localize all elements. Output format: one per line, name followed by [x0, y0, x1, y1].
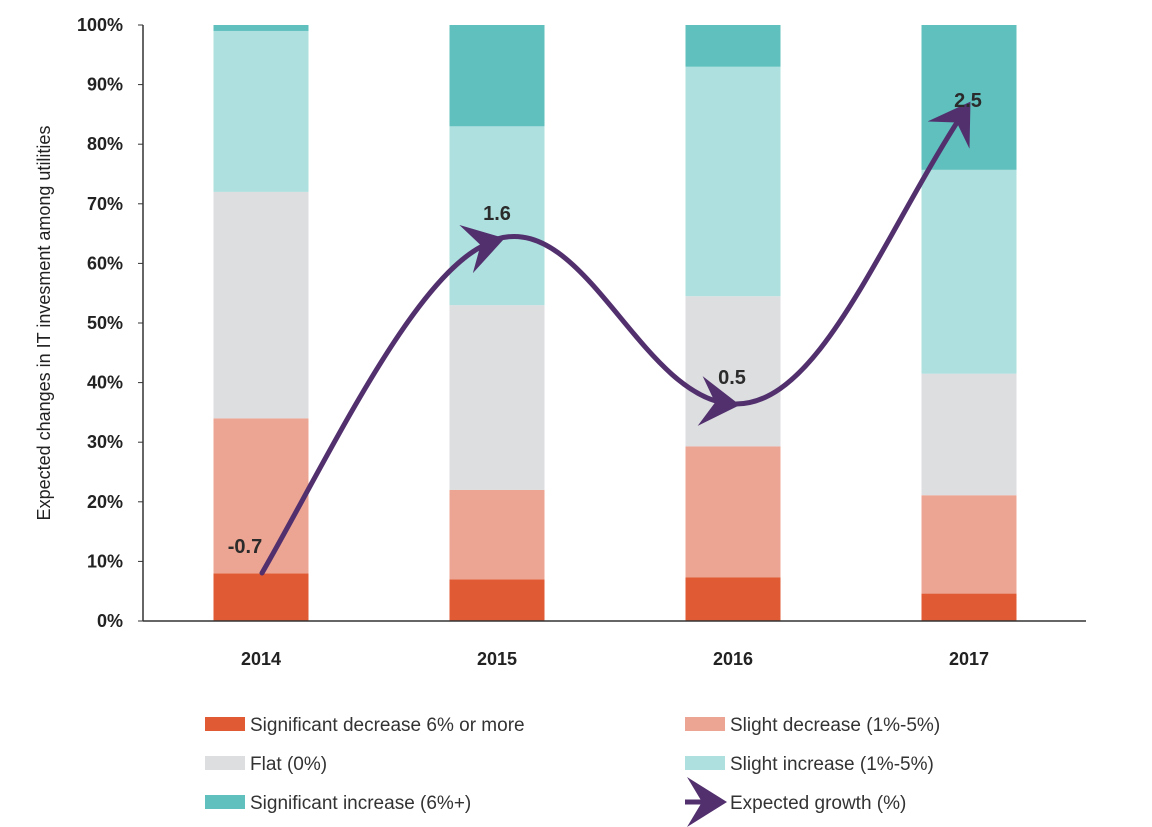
legend-item-2: Slight decrease (1%-5%): [685, 715, 940, 736]
legend-label: Flat (0%): [250, 754, 327, 775]
legend-label: Significant decrease 6% or more: [250, 715, 525, 736]
bar-segment-2014-0: [213, 573, 309, 621]
bar-segment-2017-0: [921, 593, 1017, 621]
bar-segment-2015-0: [449, 579, 545, 621]
growth-arrow-segment-3: [733, 101, 971, 407]
legend-swatch: [205, 717, 245, 731]
legend-item-1: Significant decrease 6% or more: [205, 715, 525, 736]
bar-segment-2014-1: [213, 418, 309, 574]
bar-segment-2017-1: [921, 495, 1017, 594]
legend-item-3: Flat (0%): [205, 754, 327, 775]
legend-swatch: [205, 756, 245, 770]
x-category-label: 2014: [241, 649, 281, 669]
y-tick-label: 70%: [87, 194, 123, 214]
legend-swatch: [685, 756, 725, 770]
growth-value-label-2014: -0.7: [228, 536, 262, 558]
bar-segment-2017-2: [921, 373, 1017, 496]
bar-segment-2014-3: [213, 30, 309, 192]
bar-segment-2015-4: [449, 25, 545, 127]
growth-arrow-segment-2: [494, 234, 740, 426]
legend-label: Slight decrease (1%-5%): [730, 715, 940, 736]
y-tick-label: 100%: [77, 15, 123, 35]
bar-segment-2016-3: [685, 66, 781, 297]
growth-value-label-2017: 2.5: [954, 90, 982, 112]
legend-item-6: Expected growth (%): [685, 777, 906, 827]
legend-label: Slight increase (1%-5%): [730, 754, 934, 775]
growth-layer: -0.7 1.6 0.5 2.5: [228, 90, 982, 576]
axes-layer: 0% 10% 20% 30% 40% 50% 60% 70% 80% 90% 100% 2014 201…: [34, 15, 1086, 669]
bar-segment-2015-1: [449, 489, 545, 580]
bar-segment-2017-3: [921, 169, 1017, 374]
legend-label: Expected growth (%): [730, 793, 906, 814]
x-category-label: 2017: [949, 649, 989, 669]
bar-segment-2016-4: [685, 25, 781, 67]
y-tick-label: 90%: [87, 75, 123, 95]
bar-segment-2015-3: [449, 126, 545, 306]
bar-segment-2015-2: [449, 305, 545, 490]
y-tick-label: 40%: [87, 373, 123, 393]
y-tick-label: 50%: [87, 313, 123, 333]
legend-swatch: [685, 717, 725, 731]
growth-value-label-2016: 0.5: [718, 367, 746, 389]
legend-swatch: [205, 795, 245, 809]
growth-arrow-segment-1: [259, 225, 505, 576]
legend-item-5: Significant increase (6%+): [205, 793, 471, 814]
bar-segment-2016-0: [685, 577, 781, 621]
y-tick-label: 30%: [87, 432, 123, 452]
y-tick-label: 0%: [97, 611, 123, 631]
y-tick-label: 60%: [87, 253, 123, 273]
bars-layer: [213, 25, 1017, 621]
x-category-label: 2016: [713, 649, 753, 669]
x-category-label: 2015: [477, 649, 517, 669]
bar-segment-2014-2: [213, 191, 309, 419]
growth-value-label-2015: 1.6: [483, 203, 511, 225]
y-tick-label: 80%: [87, 134, 123, 154]
bar-segment-2014-4: [213, 25, 309, 31]
y-tick-label: 10%: [87, 551, 123, 571]
bar-segment-2016-1: [685, 446, 781, 578]
legend: Significant decrease 6% or more Slight de…: [205, 715, 940, 827]
y-axis-title: Expected changes in IT invesment among u…: [34, 126, 54, 521]
legend-label: Significant increase (6%+): [250, 793, 471, 814]
legend-item-4: Slight increase (1%-5%): [685, 754, 934, 775]
y-tick-label: 20%: [87, 492, 123, 512]
